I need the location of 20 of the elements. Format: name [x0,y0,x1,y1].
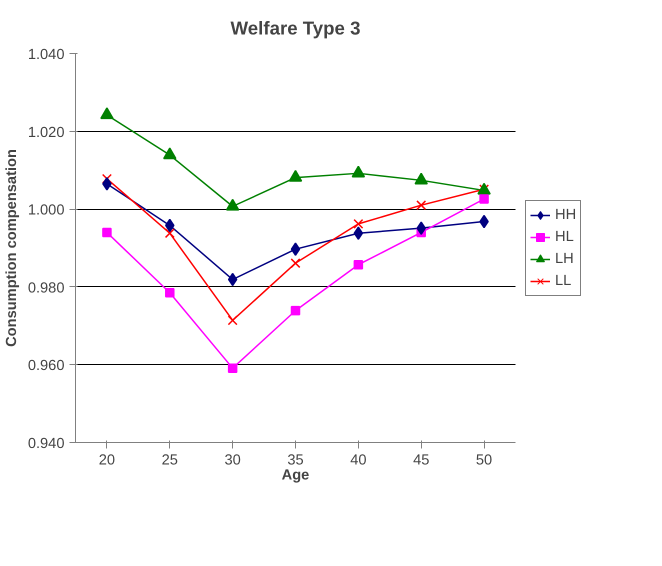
y-tick-label: 0.980 [28,280,65,296]
legend-label: HH [555,206,576,222]
legend-label: LL [555,272,572,288]
chart-title: Welfare Type 3 [230,18,360,38]
x-tick-label: 50 [476,452,492,468]
x-axis-title: Age [282,468,310,484]
y-tick-label: 1.020 [28,124,65,141]
x-tick-label: 20 [98,452,116,468]
y-tick-label: 0.940 [28,436,65,452]
y-tick-label: 1.000 [28,202,65,219]
legend-label: HL [555,228,575,244]
y-tick-label: 1.040 [28,47,65,63]
x-tick-label: 45 [413,452,430,468]
legend-label: LH [555,250,575,266]
x-tick-label: 40 [350,452,367,468]
x-tick-label: 30 [224,452,241,468]
y-axis-title: Consumption compensation [4,149,20,347]
x-tick-label: 35 [287,452,304,468]
y-tick-label: 0.960 [28,358,65,374]
x-tick-label: 25 [162,452,178,468]
